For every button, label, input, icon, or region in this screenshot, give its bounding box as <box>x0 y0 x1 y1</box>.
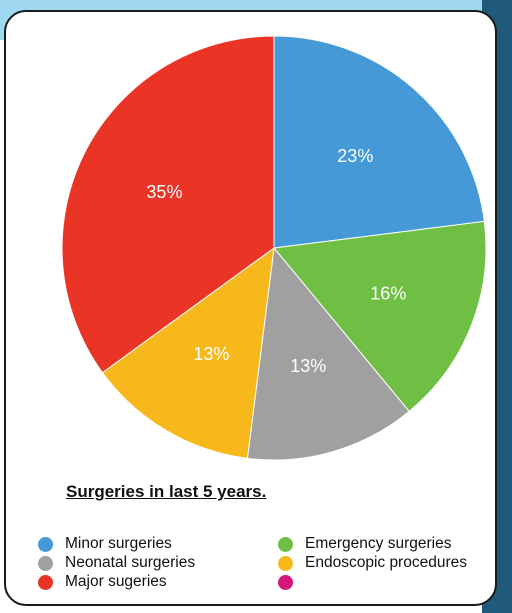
legend-swatch <box>38 556 53 571</box>
pie-label-endoscopic-procedures: 13% <box>193 344 229 364</box>
legend-swatch <box>38 537 53 552</box>
legend-item-neonatal-surgeries: Neonatal surgeries <box>38 553 195 573</box>
legend-label: Major sugeries <box>65 573 167 591</box>
pie-chart: 23% 16% 13% 13% 35% <box>6 12 497 606</box>
legend-item-unlabeled <box>278 572 305 592</box>
legend-item-minor-surgeries: Minor surgeries <box>38 534 172 554</box>
chart-title: Surgeries in last 5 years. <box>66 482 266 502</box>
legend-item-major-sugeries: Major sugeries <box>38 572 167 592</box>
legend-label: Minor surgeries <box>65 535 172 553</box>
legend-item-endoscopic-procedures: Endoscopic procedures <box>278 553 467 573</box>
chart-card: 23% 16% 13% 13% 35% Surgeries in last 5 year… <box>4 10 497 606</box>
legend-label: Endoscopic procedures <box>305 554 467 572</box>
pie-label-major-sugeries: 35% <box>146 182 182 202</box>
legend-swatch <box>38 575 53 590</box>
pie-label-minor-surgeries: 23% <box>337 146 373 166</box>
pie-label-neonatal-surgeries: 13% <box>290 356 326 376</box>
pie-label-emergency-surgeries: 16% <box>370 283 406 303</box>
legend-label: Neonatal surgeries <box>65 554 195 572</box>
legend-swatch <box>278 575 293 590</box>
pie-slice-minor-surgeries <box>274 36 484 248</box>
legend-swatch <box>278 537 293 552</box>
legend-label: Emergency surgeries <box>305 535 451 553</box>
legend-swatch <box>278 556 293 571</box>
legend-item-emergency-surgeries: Emergency surgeries <box>278 534 451 554</box>
